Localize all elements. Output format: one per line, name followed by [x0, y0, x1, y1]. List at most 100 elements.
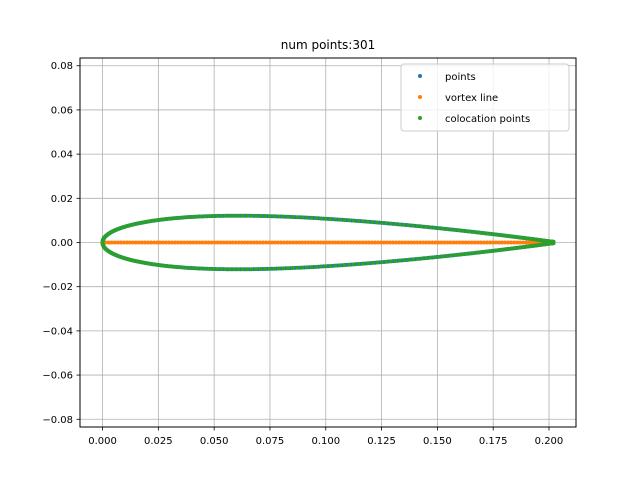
point-colocation [491, 232, 496, 237]
point-vortex-line [266, 240, 271, 245]
point-vortex-line [260, 240, 265, 245]
point-colocation [227, 213, 232, 218]
point-colocation [384, 221, 389, 226]
x-tick-label: 0.100 [311, 436, 340, 447]
point-colocation [304, 265, 309, 270]
point-colocation [267, 214, 272, 219]
point-vortex-line [521, 240, 526, 245]
point-vortex-line [439, 240, 444, 245]
point-colocation [361, 261, 366, 266]
x-tick-label: 0.175 [479, 436, 508, 447]
point-colocation [406, 257, 411, 262]
point-vortex-line [484, 240, 489, 245]
point-colocation [337, 263, 342, 268]
point-vortex-line [124, 240, 129, 245]
point-colocation [551, 241, 556, 246]
point-vortex-line [378, 240, 383, 245]
point-colocation [160, 263, 165, 268]
point-colocation [318, 216, 323, 221]
point-vortex-line [209, 240, 214, 245]
point-vortex-line [430, 240, 435, 245]
point-vortex-line [167, 240, 172, 245]
point-vortex-line [142, 240, 147, 245]
point-vortex-line [309, 240, 314, 245]
point-colocation [436, 254, 441, 259]
point-colocation [488, 249, 493, 254]
x-tick-label: 0.075 [256, 436, 285, 447]
point-vortex-line [487, 240, 492, 245]
point-colocation [232, 267, 237, 272]
legend: points vortex line colocation points [400, 63, 570, 132]
point-colocation [379, 220, 384, 225]
point-colocation [432, 255, 437, 260]
legend-marker-colocation-points [418, 116, 422, 120]
point-colocation [163, 217, 168, 222]
point-colocation [448, 227, 453, 232]
point-colocation [428, 255, 433, 260]
point-colocation [460, 252, 465, 257]
point-colocation [419, 256, 424, 261]
point-vortex-line [339, 240, 344, 245]
point-vortex-line [391, 240, 396, 245]
point-colocation [187, 215, 192, 220]
y-tick-label: −0.02 [42, 282, 73, 293]
y-tick-label: −0.04 [42, 326, 73, 337]
point-colocation [173, 264, 178, 269]
point-colocation [173, 216, 178, 221]
point-colocation [219, 267, 224, 272]
point-vortex-line [406, 240, 411, 245]
point-colocation [488, 231, 493, 236]
point-colocation [475, 250, 480, 255]
point-colocation [406, 223, 411, 228]
point-colocation [150, 262, 155, 267]
point-vortex-line [324, 240, 329, 245]
point-colocation [295, 265, 300, 270]
point-vortex-line [448, 240, 453, 245]
point-vortex-line [327, 240, 332, 245]
point-vortex-line [424, 240, 429, 245]
point-vortex-line [279, 240, 284, 245]
point-vortex-line [291, 240, 296, 245]
point-colocation [223, 267, 228, 272]
point-colocation [464, 229, 469, 234]
point-colocation [258, 213, 263, 218]
point-colocation [169, 264, 174, 269]
point-colocation [467, 229, 472, 234]
y-tick-label: 0.06 [51, 105, 73, 116]
x-tick-label: 0.050 [200, 436, 229, 447]
point-colocation [263, 214, 268, 219]
point-vortex-line [182, 240, 187, 245]
point-colocation [156, 263, 161, 268]
point-vortex-line [145, 240, 150, 245]
plot-points [100, 213, 556, 272]
y-axis: −0.08 −0.06 −0.04 −0.02 0.00 0.02 0.04 0.06 0.08 [42, 61, 80, 426]
point-colocation [163, 263, 168, 268]
y-tick-label: 0.02 [51, 194, 73, 205]
point-vortex-line [336, 240, 341, 245]
point-vortex-line [245, 240, 250, 245]
point-vortex-line [360, 240, 365, 245]
point-vortex-line [518, 240, 523, 245]
point-colocation [460, 228, 465, 233]
point-colocation [482, 231, 487, 236]
point-colocation [482, 249, 487, 254]
point-colocation [318, 264, 323, 269]
point-vortex-line [469, 240, 474, 245]
chart-title: num points:301 [281, 38, 376, 52]
point-colocation [166, 264, 171, 269]
point-vortex-line [139, 240, 144, 245]
point-colocation [147, 261, 152, 266]
point-vortex-line [345, 240, 350, 245]
y-tick-label: 0.04 [51, 150, 73, 161]
point-colocation [388, 221, 393, 226]
point-vortex-line [300, 240, 305, 245]
point-vortex-line [233, 240, 238, 245]
point-vortex-line [170, 240, 175, 245]
x-tick-label: 0.125 [367, 436, 396, 447]
point-colocation [223, 213, 228, 218]
point-colocation [471, 229, 476, 234]
point-colocation [501, 233, 506, 238]
point-colocation [245, 213, 250, 218]
point-vortex-line [224, 240, 229, 245]
